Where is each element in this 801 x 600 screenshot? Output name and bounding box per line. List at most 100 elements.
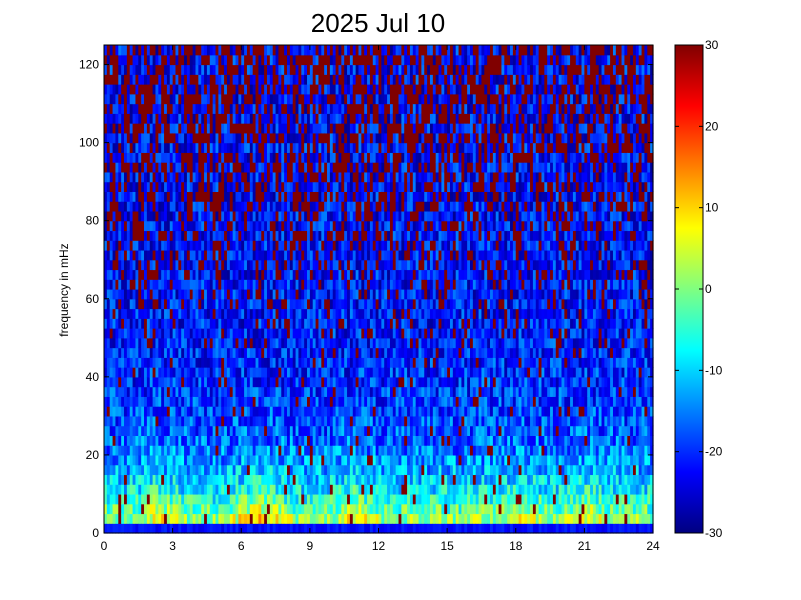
heatmap-cell <box>361 142 365 153</box>
heatmap-cell <box>289 376 294 388</box>
heatmap-cell <box>289 220 294 232</box>
heatmap-cell <box>155 513 159 524</box>
heatmap-cell <box>204 152 208 163</box>
heatmap-cell <box>215 220 219 232</box>
heatmap-cell <box>118 240 122 251</box>
heatmap-cell <box>195 474 199 485</box>
heatmap-cell <box>384 249 388 261</box>
heatmap-cell <box>166 454 171 466</box>
heatmap-cell <box>375 162 380 173</box>
heatmap-cell <box>229 337 234 349</box>
heatmap-cell <box>301 220 305 232</box>
heatmap-cell <box>335 337 340 349</box>
heatmap-cell <box>349 474 354 485</box>
heatmap-cell <box>295 269 300 280</box>
heatmap-cell <box>344 347 348 358</box>
heatmap-cell <box>155 64 159 75</box>
heatmap-cell <box>315 162 320 173</box>
heatmap-cell <box>375 93 380 105</box>
heatmap-cell <box>344 103 348 114</box>
heatmap-cell <box>235 396 239 407</box>
heatmap-cell <box>361 103 365 114</box>
heatmap-cell <box>292 162 297 173</box>
heatmap-cell <box>226 259 231 271</box>
heatmap-cell <box>104 425 108 436</box>
heatmap-cell <box>224 386 228 397</box>
heatmap-cell <box>232 367 237 378</box>
heatmap-cell <box>327 337 331 349</box>
heatmap-cell <box>126 103 131 114</box>
heatmap-cell <box>172 74 177 85</box>
heatmap-cell <box>201 269 205 280</box>
heatmap-cell <box>129 220 134 232</box>
heatmap-cell <box>246 454 251 466</box>
heatmap-cell <box>229 328 234 339</box>
heatmap-cell <box>138 298 142 310</box>
heatmap-cell <box>381 328 385 339</box>
heatmap-cell <box>198 464 202 476</box>
heatmap-cell <box>232 152 237 163</box>
heatmap-cell <box>124 308 128 319</box>
heatmap-cell <box>381 454 385 466</box>
heatmap-cell <box>344 376 348 388</box>
heatmap-cell <box>275 152 280 163</box>
heatmap-cell <box>338 357 342 368</box>
heatmap-cell <box>287 386 291 397</box>
heatmap-cell <box>295 454 300 466</box>
heatmap-cell <box>292 337 297 349</box>
heatmap-cell <box>384 142 388 153</box>
heatmap-cell <box>244 269 248 280</box>
heatmap-cell <box>172 132 177 144</box>
heatmap-cell <box>106 337 111 349</box>
heatmap-cell <box>358 201 362 212</box>
heatmap-cell <box>175 298 179 310</box>
heatmap-cell <box>109 386 114 397</box>
heatmap-cell <box>232 484 237 495</box>
heatmap-cell <box>358 308 362 319</box>
heatmap-cell <box>292 171 297 183</box>
heatmap-cell <box>361 259 365 271</box>
heatmap-cell <box>155 493 159 505</box>
heatmap-cell <box>295 123 300 134</box>
heatmap-cell <box>298 337 302 349</box>
heatmap-cell <box>367 220 371 232</box>
heatmap-cell <box>361 191 365 202</box>
heatmap-cell <box>135 74 139 85</box>
heatmap-cell <box>361 337 365 349</box>
heatmap-cell <box>358 162 362 173</box>
heatmap-cell <box>238 406 242 417</box>
heatmap-cell <box>378 142 382 153</box>
heatmap-cell <box>184 269 188 280</box>
heatmap-cell <box>249 503 254 515</box>
heatmap-cell <box>132 64 137 75</box>
heatmap-cell <box>135 503 139 515</box>
heatmap-cell <box>112 376 117 388</box>
heatmap-cell <box>209 425 214 436</box>
heatmap-cell <box>361 181 365 192</box>
heatmap-cell <box>252 474 257 485</box>
heatmap-cell <box>355 513 360 524</box>
heatmap-cell <box>149 493 154 505</box>
heatmap-cell <box>309 328 314 339</box>
heatmap-cell <box>244 493 248 505</box>
heatmap-cell <box>195 74 199 85</box>
heatmap-cell <box>192 259 197 271</box>
heatmap-cell <box>175 123 179 134</box>
heatmap-cell <box>284 484 288 495</box>
heatmap-cell <box>327 513 331 524</box>
heatmap-cell <box>215 181 219 192</box>
heatmap-cell <box>309 279 314 290</box>
heatmap-cell <box>358 425 362 436</box>
heatmap-cell <box>301 513 305 524</box>
heatmap-cell <box>264 328 268 339</box>
heatmap-cell <box>221 367 225 378</box>
heatmap-cell <box>121 328 125 339</box>
heatmap-cell <box>244 386 248 397</box>
heatmap-cell <box>152 464 157 476</box>
heatmap-cell <box>229 201 234 212</box>
heatmap-cell <box>158 45 162 56</box>
heatmap-cell <box>209 74 214 85</box>
heatmap-cell <box>198 142 202 153</box>
heatmap-cell <box>275 454 280 466</box>
heatmap-cell <box>369 84 374 95</box>
